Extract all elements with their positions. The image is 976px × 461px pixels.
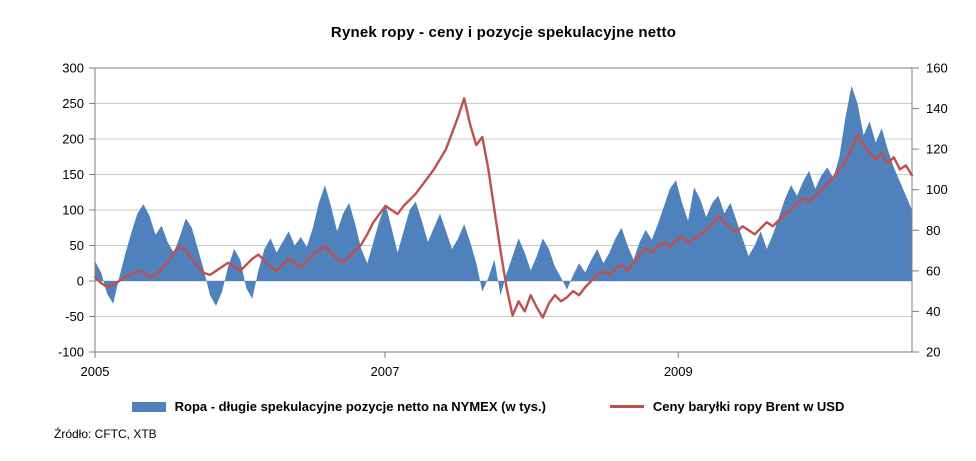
left-axis-tick-label: -100 bbox=[58, 345, 84, 360]
left-axis-tick-label: 100 bbox=[62, 203, 84, 218]
source-note: Źródło: CFTC, XTB bbox=[54, 427, 157, 441]
legend-label-net-positions: Ropa - długie spekulacyjne pozycje netto… bbox=[174, 399, 546, 414]
x-axis-tick-label: 2005 bbox=[81, 364, 110, 379]
right-axis-tick-label: 120 bbox=[926, 142, 948, 157]
legend-item-net-positions: Ropa - długie spekulacyjne pozycje netto… bbox=[131, 399, 546, 414]
legend-label-brent-price: Ceny baryłki ropy Brent w USD bbox=[652, 399, 845, 414]
net-positions-area-series bbox=[95, 85, 912, 306]
brent-price-line-series bbox=[93, 97, 914, 319]
left-axis-tick-label: 50 bbox=[70, 238, 84, 253]
chart-title: Rynek ropy - ceny i pozycje spekulacyjne… bbox=[330, 24, 677, 41]
left-axis-tick-label: 150 bbox=[62, 167, 84, 182]
left-axis-tick-label: 0 bbox=[77, 274, 84, 289]
left-axis-tick-label: 250 bbox=[62, 96, 84, 111]
right-axis-tick-label: 20 bbox=[926, 345, 940, 360]
right-axis-tick-label: 80 bbox=[926, 223, 940, 238]
right-axis-tick-label: 140 bbox=[926, 101, 948, 116]
left-axis-tick-label: 300 bbox=[62, 61, 84, 76]
area-series-swatch bbox=[131, 401, 166, 412]
right-axis-tick-label: 60 bbox=[926, 263, 940, 278]
x-axis-tick-label: 2009 bbox=[664, 364, 693, 379]
line-series-swatch bbox=[609, 405, 644, 408]
legend-item-brent-price: Ceny baryłki ropy Brent w USD bbox=[609, 399, 845, 414]
right-axis-tick-label: 160 bbox=[926, 61, 948, 76]
left-axis-tick-label: 200 bbox=[62, 132, 84, 147]
x-axis-tick-label: 2007 bbox=[371, 364, 400, 379]
right-axis-tick-label: 40 bbox=[926, 304, 940, 319]
left-axis-tick-label: -50 bbox=[65, 309, 84, 324]
right-axis-tick-label: 100 bbox=[926, 182, 948, 197]
legend: Ropa - długie spekulacyjne pozycje netto… bbox=[0, 399, 976, 414]
